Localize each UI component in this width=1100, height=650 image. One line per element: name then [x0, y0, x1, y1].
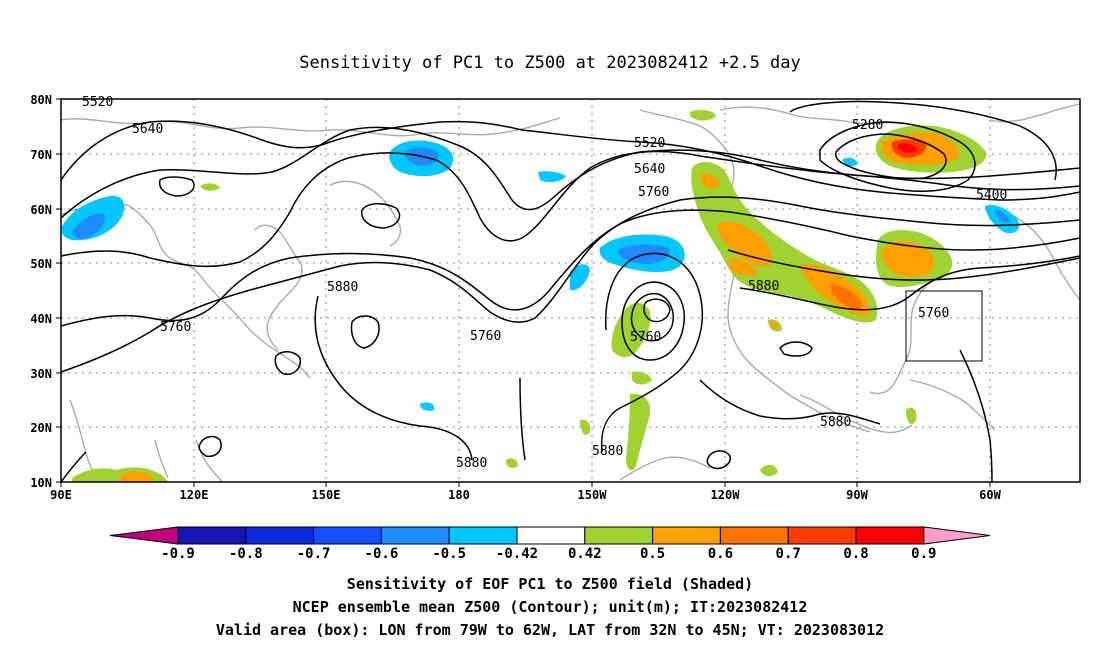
- colorbar-swatch: [245, 526, 315, 545]
- colorbar-label: 0.7: [776, 546, 801, 562]
- lat-tick-label: 40N: [30, 312, 52, 326]
- caption-line-1: Sensitivity of EOF PC1 to Z500 field (Sh…: [347, 575, 753, 593]
- colorbar-swatch: [855, 526, 925, 545]
- colorbar-swatch: [652, 526, 721, 545]
- lat-tick-label: 10N: [30, 476, 52, 490]
- contour-label: 5520: [634, 136, 665, 151]
- lat-tick-label: 60N: [30, 203, 52, 217]
- valid-area-box: [905, 290, 983, 362]
- contour-label: 5400: [976, 188, 1007, 203]
- contour-label: 5880: [456, 456, 487, 471]
- map-frame: [60, 98, 1081, 483]
- colorbar-label: 0.5: [640, 546, 665, 562]
- colorbar-label: -0.5: [432, 546, 466, 562]
- contour-label: 5520: [82, 95, 113, 110]
- colorbar-label: -0.7: [297, 546, 331, 562]
- colorbar-swatch: [584, 526, 654, 545]
- lon-tick-label: 150W: [578, 488, 608, 502]
- contour-label: 5880: [592, 444, 623, 459]
- contour-label: 5760: [630, 330, 661, 345]
- lat-tick-label: 30N: [30, 367, 52, 381]
- colorbar-label: 0.8: [843, 546, 868, 562]
- colorbar-swatch: [313, 526, 382, 545]
- caption-line-2: NCEP ensemble mean Z500 (Contour); unit(…: [293, 598, 808, 616]
- lon-tick-label: 120E: [180, 488, 209, 502]
- colorbar-swatch: [516, 526, 586, 545]
- colorbar-swatch: [177, 526, 247, 545]
- contour-label: 5640: [132, 122, 163, 137]
- lat-tick-label: 80N: [30, 93, 52, 107]
- lon-tick-label: 150E: [312, 488, 341, 502]
- colorbar: -0.9 -0.8 -0.7 -0.6 -0.5 -0.42 0.42 0.5 0.6 0.7 0.…: [109, 526, 991, 562]
- colorbar-swatch: [448, 526, 518, 545]
- lon-tick-label: 60W: [979, 488, 1001, 502]
- figure-title: Sensitivity of PC1 to Z500 at 2023082412…: [299, 53, 801, 73]
- contour-label: 5880: [748, 279, 779, 294]
- map-panel: 5520 5640 5520 5640 5760 5280 5400 5880 …: [60, 95, 1081, 483]
- pos-shade-pacific: [611, 302, 651, 358]
- colorbar-swatch: [787, 526, 857, 545]
- contour-label: 5880: [820, 415, 851, 430]
- colorbar-high-triangle: [923, 526, 991, 545]
- colorbar-label: -0.42: [496, 546, 538, 562]
- contour-label: 5760: [638, 185, 669, 200]
- colorbar-label: -0.6: [365, 546, 399, 562]
- lon-tick-label: 90W: [846, 488, 868, 502]
- lon-axis: 90E 120E 150E 180 150W 120W 90W 60W: [50, 482, 1002, 502]
- lon-tick-label: 90E: [50, 488, 72, 502]
- contour-label: 5760: [470, 329, 501, 344]
- colorbar-label: 0.42: [568, 546, 602, 562]
- contour-labels: 5520 5640 5520 5640 5760 5280 5400 5880 …: [82, 95, 1007, 471]
- colorbar-label: 0.9: [911, 546, 936, 562]
- lon-tick-label: 180: [448, 488, 470, 502]
- colorbar-swatch: [380, 526, 450, 545]
- lat-axis: 80N 70N 60N 50N 40N 30N 20N 10N: [30, 93, 61, 490]
- colorbar-low-triangle: [109, 526, 179, 545]
- colorbar-label: 0.6: [708, 546, 733, 562]
- contour-label: 5760: [160, 320, 191, 335]
- lon-tick-label: 120W: [711, 488, 741, 502]
- z500-contours: [60, 100, 1081, 483]
- contour-label: 5760: [918, 306, 949, 321]
- caption-line-3: Valid area (box): LON from 79W to 62W, L…: [216, 621, 884, 639]
- colorbar-swatch: [719, 526, 789, 545]
- sensitivity-shading: [61, 109, 1020, 482]
- colorbar-label: -0.8: [229, 546, 263, 562]
- contour-label: 5280: [852, 118, 883, 133]
- lat-tick-label: 20N: [30, 421, 52, 435]
- lat-tick-label: 70N: [30, 148, 52, 162]
- contour-label: 5640: [634, 162, 665, 177]
- contour-label: 5880: [327, 280, 358, 295]
- colorbar-label: -0.9: [161, 546, 195, 562]
- lat-tick-label: 50N: [30, 257, 52, 271]
